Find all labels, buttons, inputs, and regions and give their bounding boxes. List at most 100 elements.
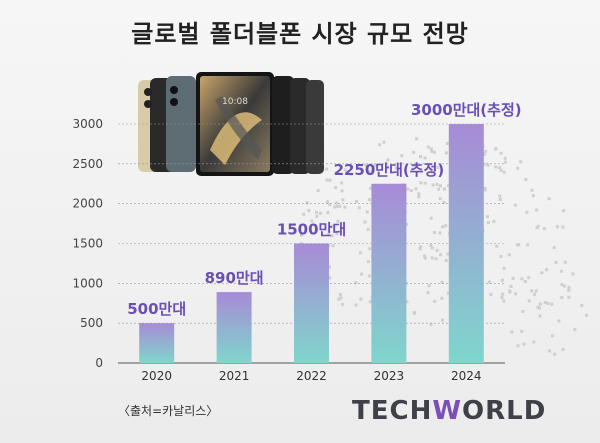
- map-dot: [341, 302, 345, 306]
- map-dot: [486, 215, 489, 219]
- y-tick-label: 2500: [72, 157, 103, 171]
- map-dot: [367, 170, 371, 174]
- map-dot: [430, 149, 434, 153]
- map-dot: [494, 165, 498, 169]
- map-dot: [554, 261, 558, 264]
- map-dot: [510, 330, 514, 334]
- map-dot: [334, 186, 338, 190]
- x-axis-ticks: 2020 2021 2022 2023 2024: [141, 369, 481, 383]
- map-dot: [336, 204, 339, 208]
- map-dot: [333, 205, 337, 209]
- map-dot: [415, 137, 419, 141]
- map-dot: [585, 313, 588, 317]
- map-dot: [571, 272, 575, 276]
- map-dot: [360, 272, 364, 276]
- y-tick-label: 1000: [72, 276, 103, 290]
- map-dot: [540, 271, 544, 275]
- map-dot: [486, 163, 490, 167]
- map-dot: [363, 163, 367, 167]
- map-dot: [419, 181, 423, 185]
- map-dot: [341, 198, 345, 202]
- map-dot: [500, 278, 504, 282]
- y-tick-label: 500: [80, 316, 103, 330]
- map-dot: [365, 210, 369, 214]
- map-dot: [563, 260, 567, 264]
- map-dot: [503, 160, 507, 164]
- map-dot: [378, 143, 382, 147]
- map-dot: [336, 219, 340, 223]
- map-dot: [532, 340, 536, 344]
- map-dot: [435, 248, 439, 252]
- map-dot: [430, 170, 434, 174]
- map-dot: [502, 170, 506, 174]
- map-dot: [338, 293, 342, 297]
- bar-2021: [216, 292, 252, 363]
- logo-text-part1: TECH: [352, 396, 433, 426]
- map-dot: [412, 310, 416, 314]
- map-dot: [368, 247, 372, 251]
- map-dot: [412, 150, 416, 154]
- map-dot: [553, 352, 557, 356]
- map-dot: [444, 259, 448, 262]
- map-dot: [438, 184, 442, 188]
- logo-text-part3: ORLD: [462, 396, 547, 426]
- map-dot: [444, 151, 448, 155]
- map-dot: [434, 257, 438, 261]
- map-dot: [300, 233, 303, 237]
- map-dot: [430, 246, 434, 250]
- map-dot: [430, 256, 434, 260]
- map-dot: [498, 166, 502, 170]
- map-dot: [538, 306, 541, 310]
- map-dot: [343, 168, 347, 172]
- map-dot: [363, 220, 367, 224]
- map-dot: [567, 285, 571, 289]
- y-tick-label: 0: [95, 356, 103, 370]
- map-dot: [339, 296, 343, 300]
- map-dot: [334, 171, 338, 175]
- bar-2022: [294, 243, 329, 363]
- map-dot: [326, 211, 330, 215]
- data-label: 1500만대: [277, 221, 346, 239]
- map-dot: [486, 221, 490, 225]
- map-dot: [530, 188, 534, 192]
- map-dot: [517, 243, 521, 247]
- map-dot: [561, 348, 565, 351]
- map-dot: [354, 281, 358, 285]
- map-dot: [507, 253, 511, 257]
- map-dot: [433, 299, 437, 303]
- map-dot: [343, 205, 347, 209]
- map-dot: [555, 225, 559, 229]
- map-dot: [531, 194, 535, 198]
- map-dot: [498, 198, 502, 201]
- map-dot: [547, 349, 551, 353]
- map-dot: [325, 178, 329, 182]
- map-dot: [440, 280, 444, 284]
- map-dot: [406, 187, 410, 191]
- map-dot: [433, 231, 436, 234]
- map-dot: [442, 201, 446, 204]
- map-dot: [382, 140, 386, 144]
- map-dot: [501, 292, 505, 296]
- map-dot: [538, 302, 542, 306]
- map-dot: [552, 246, 556, 250]
- map-dot: [513, 203, 517, 207]
- map-dot: [354, 303, 358, 307]
- map-dot: [494, 147, 498, 151]
- map-dot: [499, 168, 503, 172]
- map-dot: [411, 164, 415, 168]
- map-dot: [561, 225, 565, 229]
- data-label: 2250만대(추정): [334, 161, 445, 179]
- map-dot: [386, 158, 390, 162]
- map-dot: [526, 243, 530, 247]
- map-dot: [522, 342, 526, 346]
- map-dot: [318, 211, 322, 215]
- source-note: 〈출처=카날리스〉: [118, 404, 219, 418]
- map-dot: [326, 200, 329, 204]
- map-dot: [355, 199, 358, 203]
- x-tick-label: 2024: [451, 369, 482, 383]
- map-dot: [511, 277, 515, 280]
- x-tick-label: 2023: [374, 369, 405, 383]
- map-dot: [429, 147, 433, 151]
- map-dot: [543, 300, 547, 304]
- map-dot: [487, 280, 491, 284]
